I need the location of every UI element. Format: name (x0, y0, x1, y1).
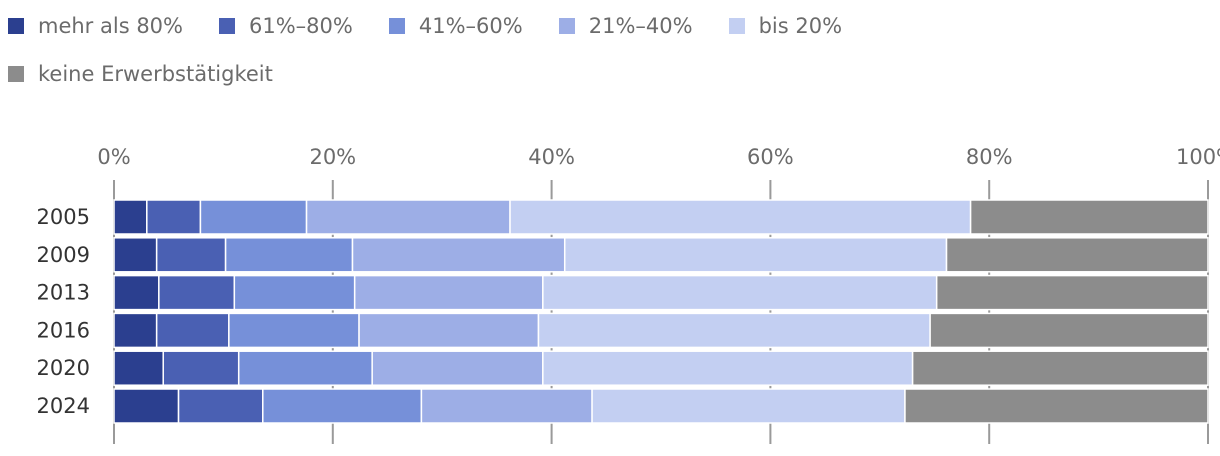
y-category-label: 2020 (37, 356, 90, 380)
x-tick-label: 0% (97, 145, 130, 169)
bar-segment (158, 274, 236, 311)
legend-swatch (8, 66, 24, 82)
y-category-label: 2005 (37, 205, 90, 229)
bar-segment (542, 350, 914, 386)
legend: mehr als 80% 61%–80% 41%–60% 21%–40% bis… (8, 8, 1208, 104)
bar-segment (224, 237, 354, 273)
legend-swatch (728, 18, 745, 34)
legend-swatch (219, 18, 235, 34)
bar-segment (155, 312, 230, 349)
legend-item-41-60: 41%–60% (388, 14, 523, 38)
legend-row-2: keine Erwerbstätigkeit (8, 56, 1208, 92)
bar-segment (233, 274, 356, 311)
y-axis-labels: 2005 2009 2013 2016 2020 2024 (37, 205, 90, 418)
bar-segment (262, 388, 423, 424)
legend-item-mehr-als-80: mehr als 80% (8, 14, 183, 38)
bar-segment (113, 350, 164, 386)
y-category-label: 2024 (37, 394, 90, 418)
bar-segment (542, 274, 938, 311)
bar-segment (155, 237, 227, 273)
bar-segment (353, 274, 544, 311)
bar-segment (177, 388, 264, 424)
bar-segment (358, 312, 540, 349)
x-tick-label: 20% (309, 145, 356, 169)
bar-segment (113, 388, 180, 424)
bar-segment (113, 237, 158, 273)
legend-swatch (8, 18, 24, 34)
legend-row-1: mehr als 80% 61%–80% 41%–60% 21%–40% bis… (8, 8, 1208, 44)
bar-segment (904, 388, 1209, 424)
x-tick-label: 40% (528, 145, 575, 169)
bar-segment (228, 312, 360, 349)
bar-segment (537, 312, 931, 349)
bars (113, 199, 1209, 424)
bar-segment (563, 237, 948, 273)
legend-label: bis 20% (758, 14, 843, 38)
y-category-label: 2009 (37, 243, 90, 267)
legend-label: 61%–80% (249, 14, 353, 38)
legend-item-bis-20: bis 20% (728, 14, 843, 38)
legend-swatch (558, 18, 575, 34)
bar-segment (591, 388, 906, 424)
bar-segment (509, 199, 972, 235)
x-axis-ticks: 0% 20% 40% 60% 80% 100% (97, 145, 1220, 169)
legend-label: mehr als 80% (38, 14, 183, 38)
legend-swatch (388, 18, 405, 34)
y-category-label: 2016 (37, 318, 90, 342)
legend-label: 21%–40% (588, 14, 693, 38)
x-tick-label: 60% (747, 145, 794, 169)
bar-segment (935, 274, 1209, 311)
bar-segment (969, 199, 1209, 235)
bar-segment (199, 199, 308, 235)
bar-segment (945, 237, 1209, 273)
bar-segment (237, 350, 373, 386)
bar-segment (162, 350, 240, 386)
legend-item-keine-erwerbstaetigkeit: keine Erwerbstätigkeit (8, 62, 273, 86)
bar-segment (113, 199, 148, 235)
y-category-label: 2013 (37, 281, 90, 305)
bar-segment (929, 312, 1209, 349)
bar-segment (305, 199, 511, 235)
bar-segment (113, 312, 158, 349)
x-tick-label: 80% (966, 145, 1013, 169)
legend-label: 41%–60% (418, 14, 523, 38)
legend-label: keine Erwerbstätigkeit (38, 62, 273, 86)
bar-segment (146, 199, 202, 235)
legend-item-61-80: 61%–80% (219, 14, 353, 38)
bar-segment (420, 388, 593, 424)
x-tick-label: 100% (1176, 145, 1220, 169)
bar-segment (113, 274, 160, 311)
legend-item-21-40: 21%–40% (558, 14, 693, 38)
bar-segment (371, 350, 544, 386)
bar-segment (351, 237, 566, 273)
bar-segment (911, 350, 1209, 386)
